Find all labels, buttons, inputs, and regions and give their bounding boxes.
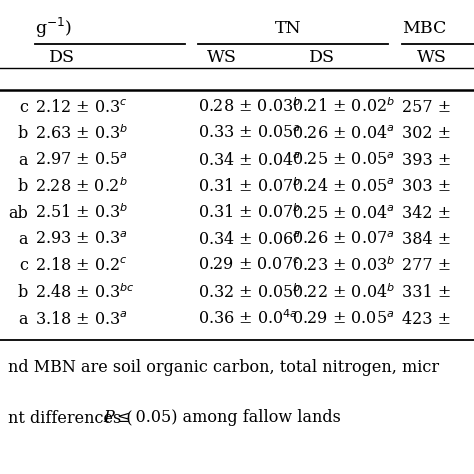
Text: 0.34 ± 0.04$^{a}$: 0.34 ± 0.04$^{a}$ xyxy=(198,152,301,168)
Text: WS: WS xyxy=(207,48,237,65)
Text: P: P xyxy=(103,410,114,427)
Text: 0.24 ± 0.05$^{a}$: 0.24 ± 0.05$^{a}$ xyxy=(292,178,395,195)
Text: 257 ±: 257 ± xyxy=(402,99,451,116)
Text: 0.31 ± 0.07$^{b}$: 0.31 ± 0.07$^{b}$ xyxy=(198,177,301,196)
Text: MBC: MBC xyxy=(402,19,447,36)
Text: 277 ±: 277 ± xyxy=(402,257,451,274)
Text: 302 ±: 302 ± xyxy=(402,125,451,142)
Text: 0.36 ± 0.0$^{4a}$: 0.36 ± 0.0$^{4a}$ xyxy=(198,310,298,328)
Text: 0.26 ± 0.07$^{a}$: 0.26 ± 0.07$^{a}$ xyxy=(292,231,395,248)
Text: 0.31 ± 0.07$^{b}$: 0.31 ± 0.07$^{b}$ xyxy=(198,204,301,222)
Text: 2.28 ± 0.2$^{b}$: 2.28 ± 0.2$^{b}$ xyxy=(35,177,128,196)
Text: b: b xyxy=(18,178,28,195)
Text: 384 ±: 384 ± xyxy=(402,231,451,248)
Text: 2.93 ± 0.3$^{a}$: 2.93 ± 0.3$^{a}$ xyxy=(35,231,128,248)
Text: TN: TN xyxy=(275,19,301,36)
Text: 0.23 ± 0.03$^{b}$: 0.23 ± 0.03$^{b}$ xyxy=(292,256,395,275)
Text: nt differences (: nt differences ( xyxy=(8,410,133,427)
Text: 393 ±: 393 ± xyxy=(402,152,451,168)
Text: 2.48 ± 0.3$^{bc}$: 2.48 ± 0.3$^{bc}$ xyxy=(35,283,135,302)
Text: 2.12 ± 0.3$^{c}$: 2.12 ± 0.3$^{c}$ xyxy=(35,99,128,116)
Text: 2.97 ± 0.5$^{a}$: 2.97 ± 0.5$^{a}$ xyxy=(35,152,128,168)
Text: c: c xyxy=(19,99,28,116)
Text: 3.18 ± 0.3$^{a}$: 3.18 ± 0.3$^{a}$ xyxy=(35,310,128,328)
Text: b: b xyxy=(18,284,28,301)
Text: 303 ±: 303 ± xyxy=(402,178,451,195)
Text: g$^{-1}$): g$^{-1}$) xyxy=(35,16,72,40)
Text: 342 ±: 342 ± xyxy=(402,204,451,221)
Text: 2.51 ± 0.3$^{b}$: 2.51 ± 0.3$^{b}$ xyxy=(35,204,128,222)
Text: 0.25 ± 0.04$^{a}$: 0.25 ± 0.04$^{a}$ xyxy=(292,204,395,221)
Text: 0.29 ± 0.05$^{a}$: 0.29 ± 0.05$^{a}$ xyxy=(292,310,394,328)
Text: b: b xyxy=(18,125,28,142)
Text: 0.26 ± 0.04$^{a}$: 0.26 ± 0.04$^{a}$ xyxy=(292,125,395,142)
Text: 0.25 ± 0.05$^{a}$: 0.25 ± 0.05$^{a}$ xyxy=(292,152,395,168)
Text: c: c xyxy=(19,257,28,274)
Text: ≤ 0.05) among fallow lands: ≤ 0.05) among fallow lands xyxy=(112,410,341,427)
Text: a: a xyxy=(18,310,28,328)
Text: 0.22 ± 0.04$^{b}$: 0.22 ± 0.04$^{b}$ xyxy=(292,283,395,302)
Text: 0.21 ± 0.02$^{b}$: 0.21 ± 0.02$^{b}$ xyxy=(292,98,395,116)
Text: DS: DS xyxy=(309,48,335,65)
Text: 331 ±: 331 ± xyxy=(402,284,451,301)
Text: 0.33 ± 0.05$^{a}$: 0.33 ± 0.05$^{a}$ xyxy=(198,125,301,142)
Text: 2.63 ± 0.3$^{b}$: 2.63 ± 0.3$^{b}$ xyxy=(35,124,128,143)
Text: nd MBN are soil organic carbon, total nitrogen, micr: nd MBN are soil organic carbon, total ni… xyxy=(8,359,439,376)
Text: 423 ±: 423 ± xyxy=(402,310,451,328)
Text: a: a xyxy=(18,152,28,168)
Text: 0.29 ± 0.07$^{c}$: 0.29 ± 0.07$^{c}$ xyxy=(198,257,301,274)
Text: a: a xyxy=(18,231,28,248)
Text: DS: DS xyxy=(49,48,75,65)
Text: 2.18 ± 0.2$^{c}$: 2.18 ± 0.2$^{c}$ xyxy=(35,257,128,274)
Text: 0.32 ± 0.05$^{b}$: 0.32 ± 0.05$^{b}$ xyxy=(198,283,301,302)
Text: WS: WS xyxy=(417,48,447,65)
Text: 0.34 ± 0.06$^{a}$: 0.34 ± 0.06$^{a}$ xyxy=(198,231,301,248)
Text: 0.28 ± 0.03$^{b}$: 0.28 ± 0.03$^{b}$ xyxy=(198,98,301,116)
Text: ab: ab xyxy=(8,204,28,221)
